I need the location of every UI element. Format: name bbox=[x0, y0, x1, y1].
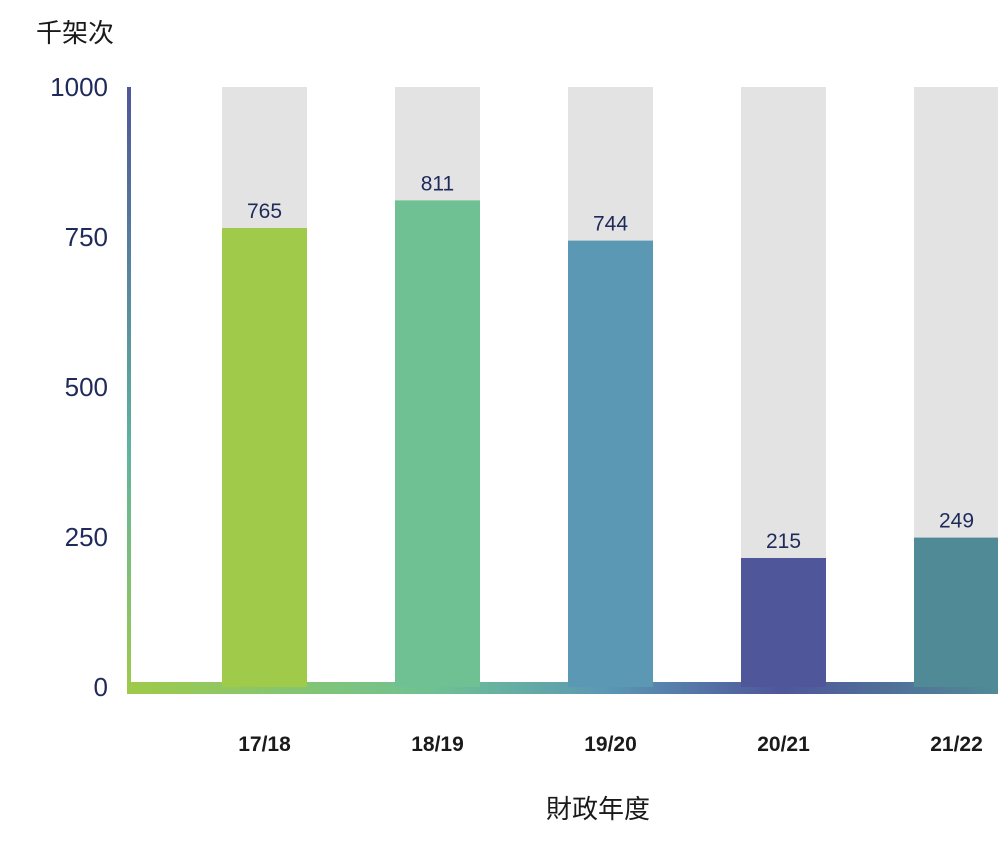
data-labels: 765 811 744 215 249 bbox=[247, 172, 974, 553]
bar-17-18 bbox=[222, 228, 307, 687]
y-tick-label: 250 bbox=[65, 522, 108, 552]
bar-19-20 bbox=[568, 240, 653, 687]
x-tick-label: 18/19 bbox=[411, 733, 464, 756]
x-tick-label: 19/20 bbox=[584, 733, 637, 756]
bar-20-21 bbox=[741, 558, 826, 687]
bar-21-22 bbox=[914, 537, 998, 687]
y-tick-label: 0 bbox=[94, 672, 108, 702]
x-tick-label: 20/21 bbox=[757, 733, 810, 756]
bar-18-19 bbox=[395, 200, 480, 687]
data-label: 215 bbox=[766, 530, 801, 553]
data-label: 249 bbox=[939, 510, 974, 533]
x-tick-label: 17/18 bbox=[238, 733, 291, 756]
y-axis-title: 千架次 bbox=[36, 19, 114, 49]
x-axis-title: 財政年度 bbox=[546, 795, 650, 825]
y-tick-label: 1000 bbox=[50, 72, 108, 102]
y-tick-label: 500 bbox=[65, 372, 108, 402]
y-axis-line bbox=[127, 87, 131, 694]
y-axis-ticks: 0 250 500 750 1000 bbox=[50, 72, 108, 702]
data-label: 765 bbox=[247, 200, 282, 223]
data-bars bbox=[222, 200, 998, 687]
data-label: 744 bbox=[593, 213, 628, 236]
data-label: 811 bbox=[421, 172, 454, 195]
x-tick-label: 21/22 bbox=[930, 733, 983, 756]
x-axis-ticks: 17/18 18/19 19/20 20/21 21/22 bbox=[238, 733, 983, 756]
y-tick-label: 750 bbox=[65, 222, 108, 252]
